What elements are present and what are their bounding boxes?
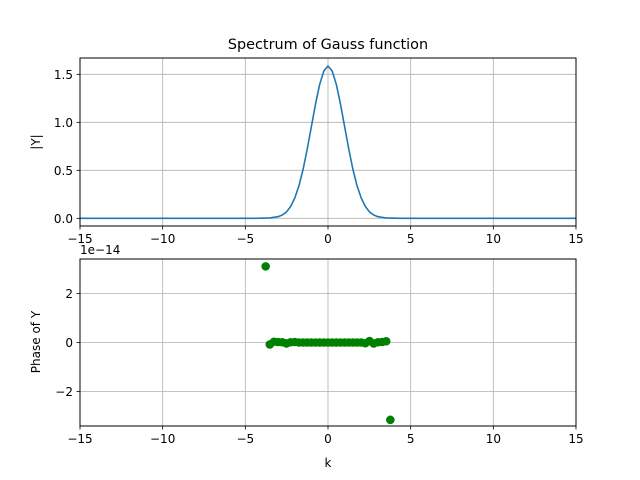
y-tick-label: 1.5 bbox=[54, 68, 73, 82]
x-tick-label: 0 bbox=[324, 432, 332, 446]
x-tick-label: 10 bbox=[486, 232, 501, 246]
spectrum-magnitude-plot: −15 −10 −5 0 5 10 15 0.0 0.5 1.0 1.5 Spectrum of G… bbox=[29, 37, 584, 246]
x-tick-label: −15 bbox=[67, 432, 92, 446]
series-line bbox=[80, 65, 576, 220]
x-tick-label: 5 bbox=[407, 232, 415, 246]
y-tick-label: 1.0 bbox=[54, 116, 73, 130]
y-tick-label: 0.5 bbox=[54, 164, 73, 178]
x-tick-label: 0 bbox=[324, 232, 332, 246]
x-tick-label: −10 bbox=[150, 232, 175, 246]
y-tick-label: 2 bbox=[65, 287, 73, 301]
y-tick-label: −2 bbox=[55, 385, 73, 399]
x-tick-label: 10 bbox=[486, 432, 501, 446]
x-tick-label: 5 bbox=[407, 432, 415, 446]
x-tick-label: 15 bbox=[568, 232, 583, 246]
x-tick-label: −15 bbox=[67, 232, 92, 246]
data-point bbox=[261, 262, 270, 271]
offset-text: 1e−14 bbox=[80, 243, 120, 257]
y-axis-label: Phase of Y bbox=[29, 310, 43, 373]
x-tick-label: −10 bbox=[150, 432, 175, 446]
phase-plot: −15 −10 −5 0 5 10 15 −2 0 2 1e−14 k Phase of Y bbox=[29, 243, 584, 470]
data-point bbox=[386, 415, 395, 425]
x-tick-label: −5 bbox=[236, 432, 254, 446]
x-tick-label: 15 bbox=[568, 432, 583, 446]
y-tick-label: 0 bbox=[65, 336, 73, 350]
y-tick-label: 0.0 bbox=[54, 212, 73, 226]
x-axis-label: k bbox=[325, 456, 332, 470]
x-tick-label: −5 bbox=[236, 232, 254, 246]
data-point bbox=[381, 336, 391, 346]
y-axis-label: |Y| bbox=[29, 134, 43, 149]
plot-title: Spectrum of Gauss function bbox=[228, 37, 428, 53]
